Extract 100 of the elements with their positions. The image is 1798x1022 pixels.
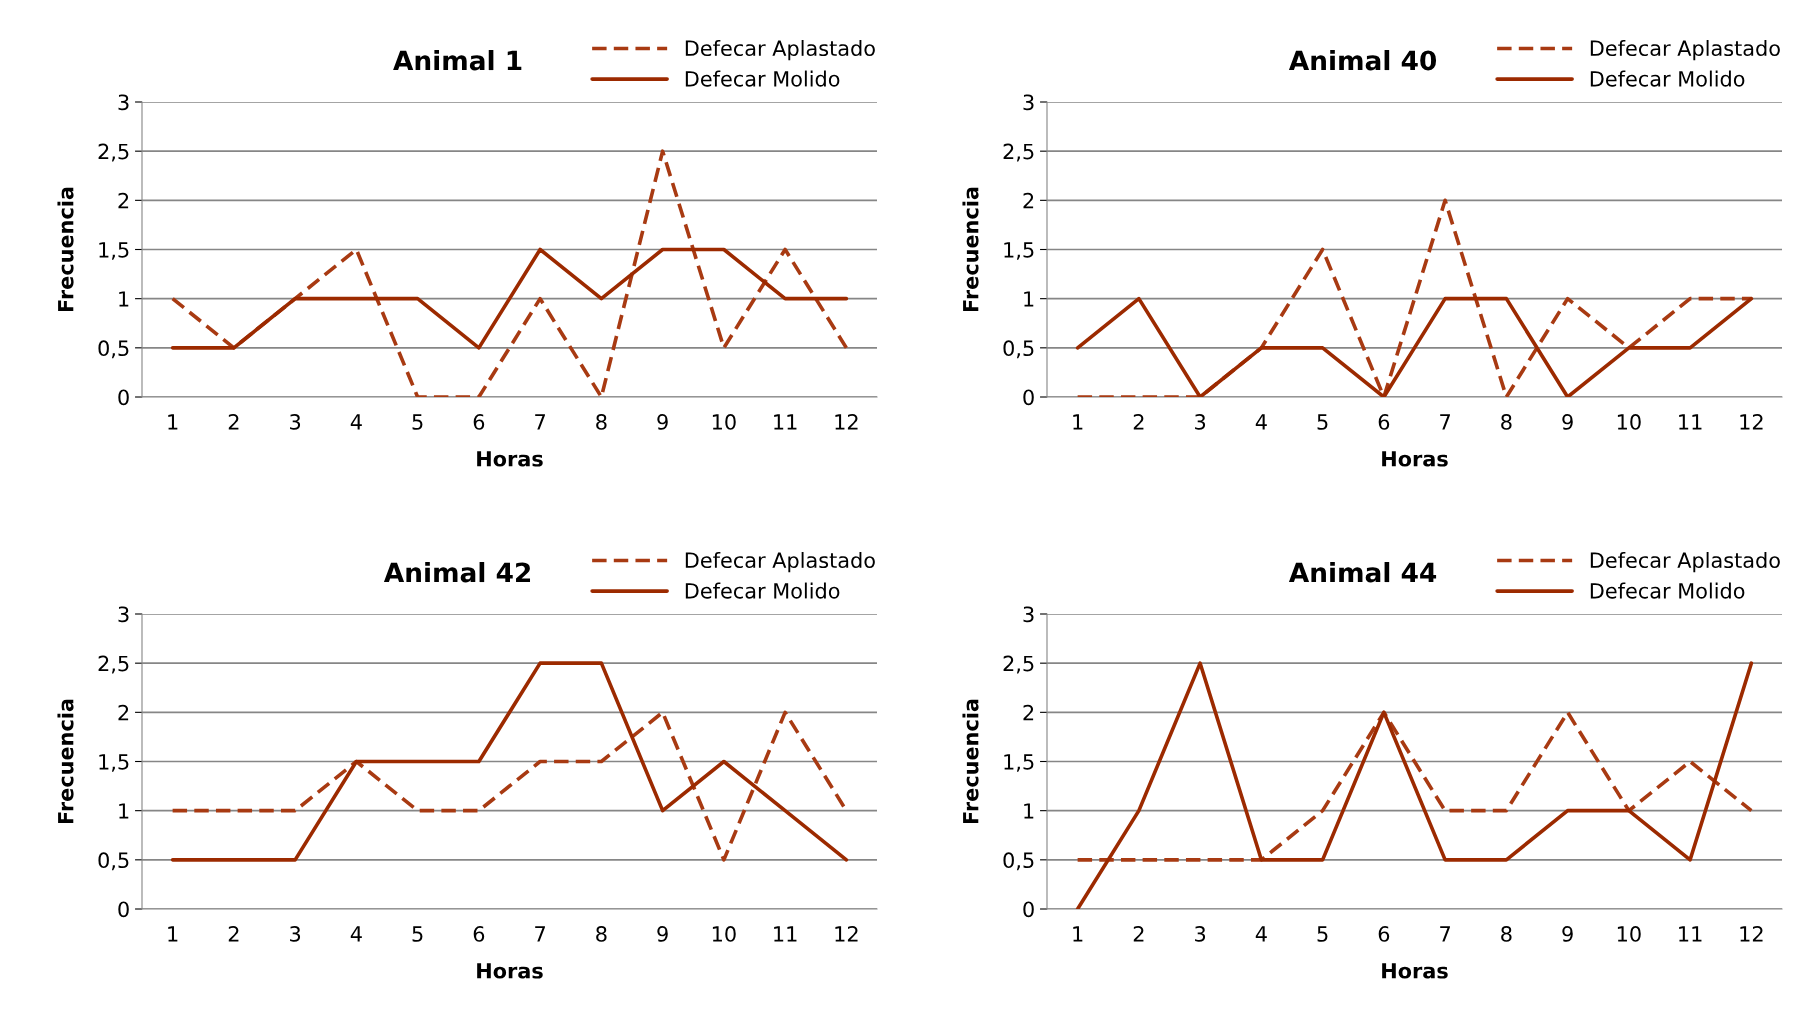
y-tick-label: 0,5 — [1003, 852, 1034, 871]
legend-label: Defecar Aplastado — [685, 39, 875, 61]
line-series — [1075, 661, 1754, 909]
y-tick-label: 0,5 — [98, 852, 129, 871]
x-tick-label: 7 — [535, 926, 545, 942]
y-tick-label: 3 — [118, 94, 129, 111]
x-tick-label: 7 — [1440, 926, 1450, 942]
x-tick-label: 2 — [228, 926, 239, 942]
y-tick-label: 1 — [119, 803, 129, 819]
y-tick-label: 3 — [1023, 94, 1034, 111]
x-tick-label: 9 — [657, 926, 668, 942]
y-tick-label: 0 — [1023, 389, 1034, 406]
x-tick-label: 10 — [1617, 414, 1641, 430]
x-tick-label: 7 — [535, 414, 545, 430]
legend-label: Defecar Molido — [1590, 582, 1745, 599]
chart-title: Animal 42 — [383, 562, 531, 583]
x-tick-label: 5 — [412, 926, 423, 942]
legend-label: Defecar Molido — [685, 582, 840, 599]
y-tick-label: 1 — [1024, 291, 1034, 307]
chart-title: Animal 1 — [393, 50, 522, 71]
x-tick-label: 6 — [1378, 926, 1390, 942]
line-series — [170, 661, 849, 862]
x-tick-label: 12 — [835, 414, 858, 430]
y-tick-label: 1 — [1024, 803, 1034, 819]
y-tick-label: 2 — [1023, 704, 1034, 721]
x-tick-label: 1 — [168, 926, 178, 942]
y-tick-label: 2 — [118, 192, 129, 209]
x-tick-label: 11 — [774, 414, 797, 430]
x-axis-title: Horas — [1382, 451, 1448, 467]
x-tick-label: 8 — [1501, 926, 1512, 942]
x-tick-label: 10 — [712, 414, 736, 430]
x-tick-label: 1 — [1073, 414, 1083, 430]
x-tick-label: 6 — [473, 414, 485, 430]
y-tick-label: 1,5 — [1004, 242, 1034, 260]
y-tick-label: 0 — [1023, 901, 1034, 918]
legend-label: Defecar Aplastado — [1590, 551, 1780, 573]
x-tick-label: 10 — [712, 926, 736, 942]
x-tick-label: 12 — [1740, 414, 1763, 430]
y-axis-title: Frecuencia — [962, 699, 979, 824]
y-tick-label: 1,5 — [99, 242, 129, 260]
line-series — [1075, 710, 1754, 862]
x-tick-label: 9 — [1562, 414, 1573, 430]
x-tick-label: 3 — [1195, 926, 1206, 942]
y-tick-label: 2,5 — [1003, 655, 1034, 674]
x-tick-label: 2 — [228, 414, 239, 430]
x-axis-title: Horas — [477, 451, 543, 467]
line-series — [170, 149, 849, 397]
y-tick-label: 2,5 — [98, 655, 129, 674]
y-tick-label: 2 — [118, 704, 129, 721]
x-tick-label: 4 — [1255, 414, 1267, 430]
x-tick-label: 7 — [1440, 414, 1450, 430]
x-tick-label: 3 — [1195, 414, 1206, 430]
y-tick-label: 2,5 — [98, 143, 129, 162]
y-tick-label: 0,5 — [1003, 340, 1034, 359]
x-tick-label: 4 — [350, 414, 362, 430]
y-axis-title: Frecuencia — [57, 699, 74, 824]
x-tick-label: 12 — [1740, 926, 1763, 942]
x-tick-label: 5 — [1317, 414, 1328, 430]
y-axis-title: Frecuencia — [962, 187, 979, 312]
y-tick-label: 1,5 — [1004, 754, 1034, 772]
y-axis-title: Frecuencia — [57, 187, 74, 312]
x-tick-label: 10 — [1617, 926, 1641, 942]
x-tick-label: 1 — [1073, 926, 1083, 942]
x-tick-label: 11 — [1679, 926, 1702, 942]
x-tick-label: 5 — [1317, 926, 1328, 942]
x-tick-label: 2 — [1133, 926, 1144, 942]
y-tick-label: 0,5 — [98, 340, 129, 359]
x-tick-label: 11 — [1679, 414, 1702, 430]
chart-title: Animal 40 — [1288, 50, 1437, 71]
y-tick-label: 0 — [118, 901, 129, 918]
x-tick-label: 5 — [412, 414, 423, 430]
y-tick-label: 2 — [1023, 192, 1034, 209]
y-tick-label: 0 — [118, 389, 129, 406]
x-tick-label: 9 — [657, 414, 668, 430]
x-tick-label: 2 — [1133, 414, 1144, 430]
x-tick-label: 3 — [290, 926, 301, 942]
x-tick-label: 6 — [1378, 414, 1390, 430]
x-tick-label: 12 — [835, 926, 858, 942]
x-tick-label: 1 — [168, 414, 178, 430]
x-tick-label: 8 — [1501, 414, 1512, 430]
legend-label: Defecar Molido — [1590, 70, 1745, 87]
legend-label: Defecar Molido — [685, 70, 840, 87]
x-tick-label: 8 — [596, 926, 607, 942]
x-tick-label: 4 — [350, 926, 362, 942]
y-tick-label: 1,5 — [99, 754, 129, 772]
y-tick-label: 2,5 — [1003, 143, 1034, 162]
x-tick-label: 8 — [596, 414, 607, 430]
x-tick-label: 6 — [473, 926, 485, 942]
x-tick-label: 11 — [774, 926, 797, 942]
legend-label: Defecar Aplastado — [1590, 39, 1780, 61]
y-tick-label: 1 — [119, 291, 129, 307]
y-tick-label: 3 — [118, 606, 129, 623]
legend-label: Defecar Aplastado — [685, 551, 875, 573]
x-tick-label: 3 — [290, 414, 301, 430]
x-axis-title: Horas — [1382, 963, 1448, 979]
chart-title: Animal 44 — [1288, 562, 1437, 583]
x-tick-label: 9 — [1562, 926, 1573, 942]
x-axis-title: Horas — [477, 963, 543, 979]
y-tick-label: 3 — [1023, 606, 1034, 623]
x-tick-label: 4 — [1255, 926, 1267, 942]
